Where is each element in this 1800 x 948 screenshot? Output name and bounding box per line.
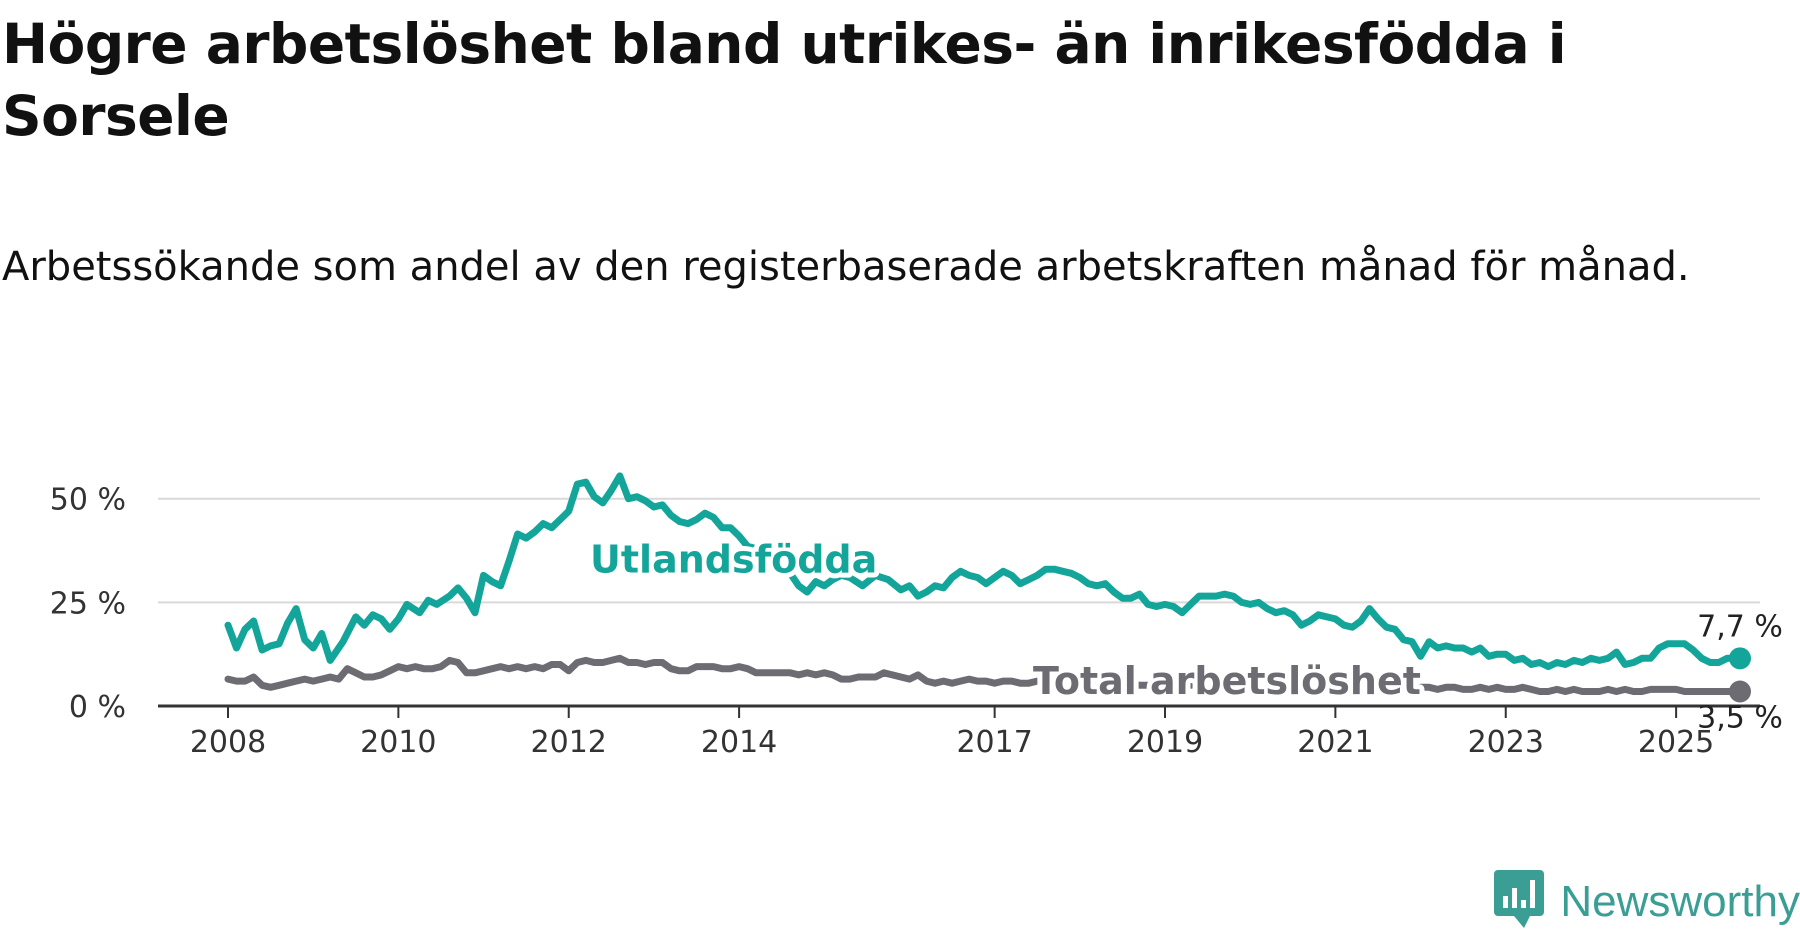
x-tick-label: 2008 xyxy=(190,725,266,760)
bar-chart-speech-bubble-icon xyxy=(1494,870,1545,934)
series-end-point xyxy=(1729,680,1751,703)
series-lines xyxy=(224,472,1751,703)
chart-title: Högre arbetslöshet bland utrikes- än inr… xyxy=(2,12,1567,148)
x-tick-label: 2010 xyxy=(360,725,436,760)
series-end-value: 7,7 % xyxy=(1697,609,1783,644)
x-tick-label: 2014 xyxy=(701,725,777,760)
line-chart: 0 % 25 % 50 % 2008 2010 2012 2014 2017 2019 2021… xyxy=(50,472,1783,760)
x-tick-label: 2021 xyxy=(1297,725,1373,760)
x-tick-label: 2012 xyxy=(531,725,607,760)
y-tick-label: 0 % xyxy=(69,690,126,725)
x-axis: 2008 2010 2012 2014 2017 2019 2021 2023 2025 xyxy=(158,704,1760,760)
series-line xyxy=(224,654,1744,695)
series-line xyxy=(224,472,1744,671)
series-name-label: Utlandsfödda xyxy=(590,537,877,581)
x-tick-label: 2017 xyxy=(956,725,1032,760)
series-labels: 7,7 % Utlandsfödda 3,5 % Total arbetslöshet xyxy=(585,532,1783,735)
brand-name: Newsworthy xyxy=(1560,877,1800,926)
x-tick-label: 2019 xyxy=(1127,725,1203,760)
x-tick-label: 2025 xyxy=(1638,725,1714,760)
series-name-label: Total arbetslöshet xyxy=(1033,659,1421,703)
series-end-point xyxy=(1729,647,1751,670)
y-tick-label: 50 % xyxy=(50,483,126,518)
series-end-value: 3,5 % xyxy=(1697,700,1783,735)
x-tick-label: 2023 xyxy=(1468,725,1544,760)
chart-subtitle: Arbetssökande som andel av den registerb… xyxy=(2,244,1690,290)
brand-logo: Newsworthy xyxy=(1494,870,1800,934)
y-tick-label: 25 % xyxy=(50,586,126,621)
